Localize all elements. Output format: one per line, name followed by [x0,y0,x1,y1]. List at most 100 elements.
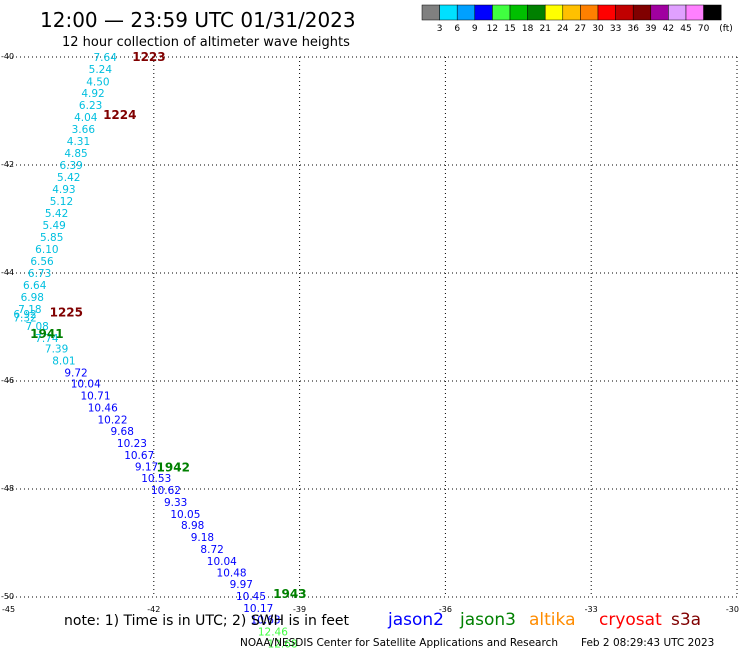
color-scale-swatch [632,4,652,21]
footer-credit: NOAA/NESDIS Center for Satellite Applica… [240,637,558,649]
axis-tick-labels: -40 -42 -44 -46 -48 -50 -45 -42 -39 -36 -33 -30 [1,52,739,614]
swh-value-label: 4.04 [74,112,98,124]
color-scale-tick-label: 36 [627,24,639,34]
swh-value-label: 10.62 [151,485,181,497]
swh-value-label: 6.56 [30,256,54,268]
swh-value-label: 10.22 [97,414,127,426]
swh-value-label: 7.32 [13,312,36,324]
x-tick-label: -33 [585,605,598,614]
x-tick-label: -30 [726,605,739,614]
swh-value-label: 3.66 [72,124,96,136]
swh-value-label: 8.01 [52,355,75,367]
color-scale-swatch [474,4,493,21]
y-tick-label: -42 [1,160,14,169]
y-tick-label: -50 [1,592,14,601]
swh-value-label: 5.85 [40,232,63,244]
swh-value-label: 5.49 [42,220,65,232]
swh-value-label: 8.98 [181,520,204,532]
swh-value-label: 9.18 [191,532,214,544]
color-scale-tick-label: 45 [680,24,691,34]
color-scale-swatch [668,4,687,21]
swh-value-label: 9.17 [135,461,158,473]
swh-value-label: 9.97 [230,579,253,591]
swh-value-label: 9.33 [164,497,187,509]
color-scale-swatch [615,4,634,21]
swh-value-label: 10.53 [141,473,171,485]
x-tick-label: -39 [293,605,306,614]
legend-entry-s3a: s3a [671,610,701,630]
swh-value-label: 6.10 [35,244,58,256]
swh-value-label: 5.24 [89,64,113,76]
color-scale-swatch [580,4,599,21]
satellite-legend: jason2 jason3 altika cryosat s3a [387,610,701,630]
time-label: 1224 [103,108,136,122]
color-scale-swatch [562,4,581,21]
color-scale-swatch [492,4,511,21]
swh-value-label: 10.45 [236,591,266,603]
swh-value-label: 6.39 [59,160,82,172]
note-text: note: 1) Time is in UTC; 2) SWH is in fe… [64,613,350,629]
time-label: 1942 [157,460,190,474]
swh-value-label: 6.98 [21,292,44,304]
color-scale-tick-label: 30 [592,24,604,34]
swh-value-label: 4.50 [86,76,109,88]
swh-value-label: 7.39 [45,344,68,356]
color-scale-tick-label: 24 [557,24,569,34]
color-scale-swatch [703,4,722,21]
swh-value-label: 4.31 [67,136,90,148]
time-label: 1225 [50,305,83,319]
swh-value-label: 9.72 [64,367,87,379]
color-scale-tick-label: 6 [454,24,460,34]
time-label: 1223 [132,50,165,64]
swh-value-label: 10.04 [207,556,237,568]
swh-value-label: 10.63 [251,615,281,627]
color-scale-tick-label: 12 [487,24,498,34]
footer-time: Feb 2 08:29:43 UTC 2023 [581,637,714,649]
legend-entry-jason3: jason3 [459,610,516,630]
swh-value-label: 10.05 [170,509,200,521]
x-tick-label: -45 [2,605,15,614]
swh-value-label: 6.23 [79,100,102,112]
color-scale: 3 6 9 12 15 18 21 24 27 30 33 36 39 42 45 70 (ft) [421,4,733,34]
color-scale-swatch [597,4,616,21]
color-scale-swatch [456,4,476,21]
color-scale-tick-label: 9 [472,24,478,34]
color-scale-swatch [439,4,458,21]
swh-value-label: 12.68 [268,638,298,650]
time-label: 1943 [273,587,306,601]
swh-value-label: 4.85 [64,148,87,160]
swh-value-label: 10.48 [217,568,247,580]
data-points: 7.645.244.504.926.234.043.664.314.856.39… [13,52,297,650]
grid [8,56,738,598]
color-scale-tick-label: 33 [610,24,621,34]
color-scale-tick-label: 27 [575,24,586,34]
y-tick-label: -48 [1,484,14,493]
color-scale-tick-label: 21 [539,24,550,34]
y-tick-label: -40 [1,52,14,61]
swh-value-label: 10.71 [80,391,110,403]
swh-value-label: 10.23 [117,438,147,450]
swh-value-label: 4.92 [81,88,104,100]
swh-value-label: 10.04 [71,379,101,391]
legend-entry-jason2: jason2 [387,610,444,630]
x-tick-label: -42 [147,605,160,614]
swh-value-label: 8.72 [200,544,223,556]
x-tick-label: -36 [439,605,452,614]
chart-title: 12:00 — 23:59 UTC 01/31/2023 [40,8,356,32]
color-scale-unit: (ft) [719,24,733,34]
color-scale-tick-label: 70 [698,24,710,34]
color-scale-tick-label: 15 [504,24,515,34]
swh-value-label: 10.17 [243,603,273,615]
swh-value-label: 9.68 [111,426,134,438]
color-scale-tick-label: 39 [645,24,657,34]
y-tick-label: -44 [1,268,14,277]
swh-value-label: 5.42 [57,172,80,184]
color-scale-swatch [544,4,564,21]
color-scale-swatch [421,4,440,21]
legend-entry-altika: altika [529,610,576,630]
time-labels: 1223 1224 1225 1941 1942 1943 [30,50,306,601]
color-scale-tick-label: 42 [663,24,674,34]
